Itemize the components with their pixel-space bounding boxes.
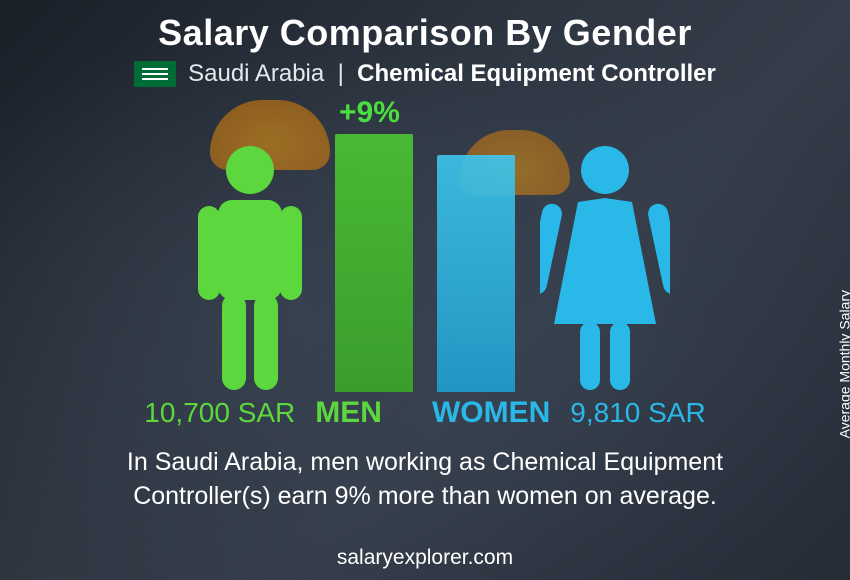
chart-area: +9% 1 xyxy=(0,96,850,436)
percent-difference-label: +9% xyxy=(339,96,400,130)
men-salary-value: 10,700 SAR xyxy=(144,397,295,429)
country-label: Saudi Arabia xyxy=(188,60,324,87)
footer-source: salaryexplorer.com xyxy=(0,546,850,570)
infographic-content: Salary Comparison By Gender Saudi Arabia… xyxy=(0,0,850,580)
male-figure-icon xyxy=(190,144,310,397)
job-title-label: Chemical Equipment Controller xyxy=(357,60,716,87)
female-figure-icon xyxy=(540,144,670,397)
saudi-arabia-flag-icon xyxy=(134,61,176,87)
description-text: In Saudi Arabia, men working as Chemical… xyxy=(0,436,850,514)
men-bar xyxy=(335,134,413,392)
subtitle-row: Saudi Arabia | Chemical Equipment Contro… xyxy=(0,60,850,88)
y-axis-label: Average Monthly Salary xyxy=(836,290,850,438)
page-title: Salary Comparison By Gender xyxy=(0,0,850,54)
bar-group xyxy=(335,134,515,392)
women-label: WOMEN xyxy=(432,396,550,430)
subtitle: Saudi Arabia | Chemical Equipment Contro… xyxy=(188,60,716,88)
women-bar xyxy=(437,155,515,392)
bar-labels-row: 10,700 SAR MEN WOMEN 9,810 SAR xyxy=(0,396,850,430)
men-label: MEN xyxy=(315,396,382,430)
separator: | xyxy=(338,60,344,87)
women-salary-value: 9,810 SAR xyxy=(570,397,705,429)
